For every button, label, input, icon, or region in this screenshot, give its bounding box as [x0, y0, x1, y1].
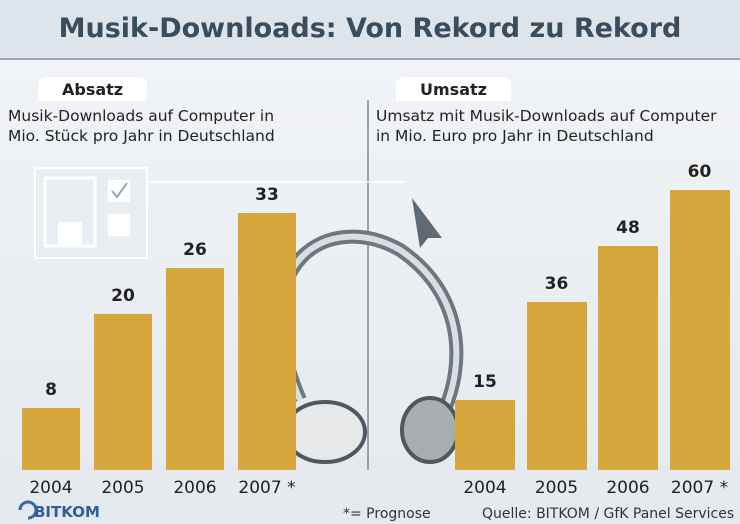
- bar: [527, 302, 587, 470]
- infographic: Musik-Downloads: Von Rekord zu Rekord BI…: [0, 0, 740, 524]
- x-tick-label: 2004: [16, 478, 86, 498]
- x-tick-label: 2004: [450, 478, 520, 498]
- value-label: 36: [527, 274, 587, 294]
- bar: [166, 268, 224, 470]
- tab-label: Absatz: [38, 77, 147, 101]
- x-tick-label: 2006: [160, 478, 230, 498]
- bar: [598, 246, 658, 470]
- value-label: 15: [455, 372, 515, 392]
- x-tick-label: 2007 *: [232, 478, 302, 498]
- subtitle: Musik-Downloads auf Computer in: [8, 106, 274, 126]
- bar: [238, 213, 296, 470]
- value-label: 26: [165, 240, 225, 260]
- subtitle: Mio. Stück pro Jahr in Deutschland: [8, 126, 275, 146]
- subtitle: in Mio. Euro pro Jahr in Deutschland: [376, 126, 654, 146]
- value-label: 48: [598, 218, 658, 238]
- bar: [670, 190, 730, 470]
- x-tick-label: 2005: [88, 478, 158, 498]
- bar: [22, 408, 80, 470]
- subtitle: Umsatz mit Musik-Downloads auf Computer: [376, 106, 717, 126]
- logo: BITKOM: [34, 503, 100, 521]
- bar: [94, 314, 152, 470]
- source: Quelle: BITKOM / GfK Panel Services: [482, 506, 734, 522]
- x-tick-label: 2006: [593, 478, 663, 498]
- x-tick-label: 2007 *: [665, 478, 735, 498]
- tab-label: Umsatz: [396, 77, 511, 101]
- bar: [455, 400, 515, 470]
- value-label: 8: [21, 380, 81, 400]
- value-label: 20: [93, 286, 153, 306]
- x-tick-label: 2005: [522, 478, 592, 498]
- footnote: *= Prognose: [343, 506, 431, 522]
- value-label: 33: [237, 185, 297, 205]
- value-label: 60: [670, 162, 730, 182]
